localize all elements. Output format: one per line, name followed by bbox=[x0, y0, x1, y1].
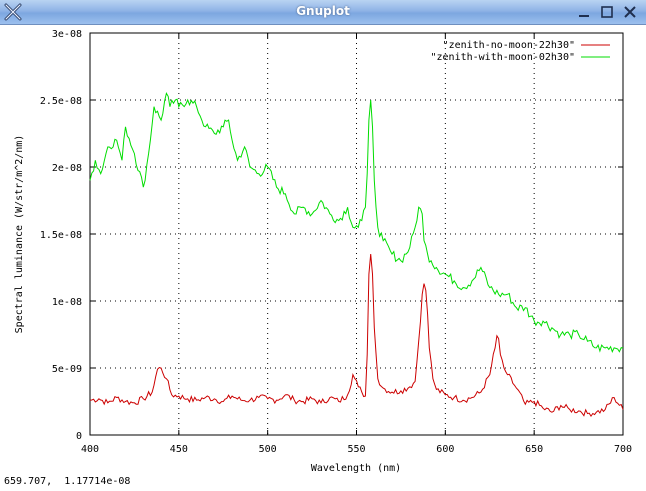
status-coordinates: 659.707, 1.17714e-08 bbox=[4, 476, 131, 487]
grid-lines bbox=[90, 33, 623, 435]
y-tick-label: 1e-08 bbox=[52, 297, 82, 308]
maximize-icon[interactable] bbox=[599, 4, 615, 20]
legend-label-2: "zenith-with-moon-02h30" bbox=[431, 52, 576, 63]
plot-canvas[interactable]: 400 450 500 550 600 650 700 0 5e-09 1e-08 1.5e-08 2… bbox=[0, 25, 646, 475]
y-tick-label: 1.5e-08 bbox=[40, 230, 82, 241]
title-bar[interactable]: Gnuplot bbox=[0, 0, 646, 25]
x-tick-label: 500 bbox=[259, 444, 277, 455]
x-tick-label: 600 bbox=[436, 444, 454, 455]
series-line-1 bbox=[89, 254, 624, 418]
x-icon[interactable] bbox=[4, 3, 22, 21]
x-tick-label: 700 bbox=[614, 444, 632, 455]
x-tick-label: 550 bbox=[347, 444, 365, 455]
minimize-icon[interactable] bbox=[576, 4, 592, 20]
y-axis-label: Spectral luminance (W/str/m^2/nm) bbox=[14, 135, 25, 334]
y-tick-label: 3e-08 bbox=[52, 29, 82, 40]
y-tick-label: 5e-09 bbox=[52, 364, 82, 375]
y-tick-label: 2e-08 bbox=[52, 163, 82, 174]
window-title: Gnuplot bbox=[296, 4, 350, 18]
series-line-2 bbox=[89, 91, 624, 354]
legend-label-1: "zenith-no-moon-22h30" bbox=[443, 40, 575, 51]
close-icon[interactable] bbox=[622, 4, 638, 20]
x-tick-label: 650 bbox=[525, 444, 543, 455]
y-tick-label: 0 bbox=[76, 431, 82, 442]
y-tick-label: 2.5e-08 bbox=[40, 96, 82, 107]
x-axis-label: Wavelength (nm) bbox=[311, 463, 401, 474]
x-tick-label: 450 bbox=[170, 444, 188, 455]
x-tick-label: 400 bbox=[81, 444, 99, 455]
